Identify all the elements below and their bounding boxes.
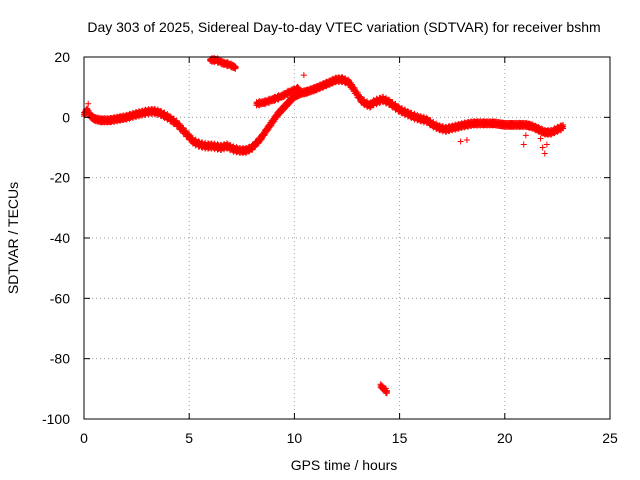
data-point [537, 135, 544, 142]
data-point [539, 144, 546, 151]
y-axis-label: SDTVAR / TECUs [5, 182, 21, 294]
data-point [463, 136, 470, 143]
data-point [383, 388, 390, 395]
data-point [520, 141, 527, 148]
y-tick-label: -100 [42, 411, 70, 427]
grid [84, 57, 610, 419]
x-tick-label: 5 [185, 430, 193, 446]
data-point [295, 85, 302, 92]
x-tick-label: 10 [287, 430, 303, 446]
x-axis-label: GPS time / hours [291, 457, 398, 473]
y-tick-label: -60 [50, 290, 70, 306]
y-tick-label: -80 [50, 351, 70, 367]
y-tick-label: -40 [50, 230, 70, 246]
data-marks [81, 55, 567, 397]
data-point [522, 132, 529, 139]
data-point [541, 150, 548, 157]
data-point [232, 64, 239, 71]
x-tick-label: 15 [392, 430, 408, 446]
y-tick-label: -20 [50, 170, 70, 186]
x-tick-label: 0 [80, 430, 88, 446]
data-point [457, 138, 464, 145]
data-point [560, 123, 567, 130]
ticks: 0 5 10 15 20 25 20 0 -20 -40 -60 -80 -100 [42, 49, 618, 446]
y-tick-label: 0 [62, 109, 70, 125]
data-point [300, 72, 307, 79]
x-tick-label: 25 [602, 430, 618, 446]
y-tick-label: 20 [54, 49, 70, 65]
data-point [85, 100, 92, 107]
chart-title: Day 303 of 2025, Sidereal Day-to-day VTE… [87, 19, 600, 35]
data-point [543, 141, 550, 148]
x-tick-label: 20 [497, 430, 513, 446]
